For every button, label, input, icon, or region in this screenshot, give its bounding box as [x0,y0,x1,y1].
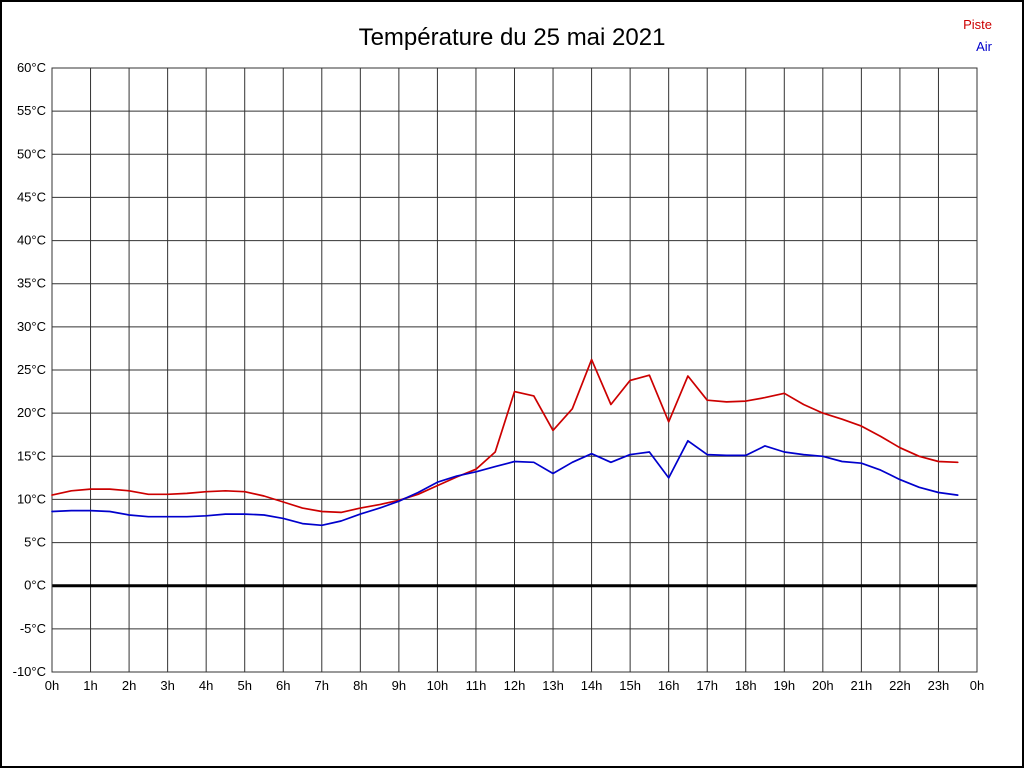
y-tick-label: 20°C [17,405,46,420]
x-tick-label: 19h [773,678,795,693]
x-tick-label: 16h [658,678,680,693]
y-tick-label: -10°C [13,664,46,679]
legend-piste-label: Piste [963,17,992,32]
y-tick-label: 35°C [17,276,46,291]
x-tick-label: 10h [427,678,449,693]
x-tick-label: 1h [83,678,97,693]
y-tick-label: 40°C [17,233,46,248]
y-tick-label: 25°C [17,362,46,377]
y-tick-label: 55°C [17,103,46,118]
x-tick-label: 17h [696,678,718,693]
chart-legend: Piste Air [963,14,992,58]
y-tick-label: -5°C [20,621,46,636]
y-tick-label: 10°C [17,491,46,506]
x-tick-label: 2h [122,678,136,693]
y-tick-label: 5°C [24,535,46,550]
piste-line [51,358,959,514]
x-tick-label: 6h [276,678,290,693]
x-tick-label: 23h [928,678,950,693]
x-tick-label: 0h [970,678,984,693]
x-tick-label: 11h [466,678,487,693]
x-tick-label: 13h [542,678,564,693]
x-tick-label: 9h [392,678,406,693]
y-tick-label: 15°C [17,448,46,463]
x-tick-label: 20h [812,678,834,693]
y-tick-label: 30°C [17,319,46,334]
air-line [51,439,959,527]
x-tick-label: 21h [851,678,873,693]
chart-title: Température du 25 mai 2021 [358,24,666,51]
y-tick-label: 0°C [24,578,46,593]
legend-air-label: Air [976,39,992,54]
x-tick-label: 8h [353,678,367,693]
x-tick-label: 18h [735,678,757,693]
x-tick-label: 0h [45,678,59,693]
y-tick-label: 45°C [17,189,46,204]
y-tick-label: 50°C [17,146,46,161]
x-tick-label: 14h [581,678,603,693]
x-tick-label: 22h [889,678,911,693]
y-tick-label: 60°C [17,60,46,75]
x-tick-label: 5h [237,678,251,693]
x-tick-label: 4h [199,678,213,693]
x-tick-label: 12h [504,678,526,693]
x-tick-label: 15h [619,678,641,693]
plot-border [51,67,978,673]
x-tick-label: 7h [315,678,329,693]
x-tick-label: 3h [160,678,174,693]
